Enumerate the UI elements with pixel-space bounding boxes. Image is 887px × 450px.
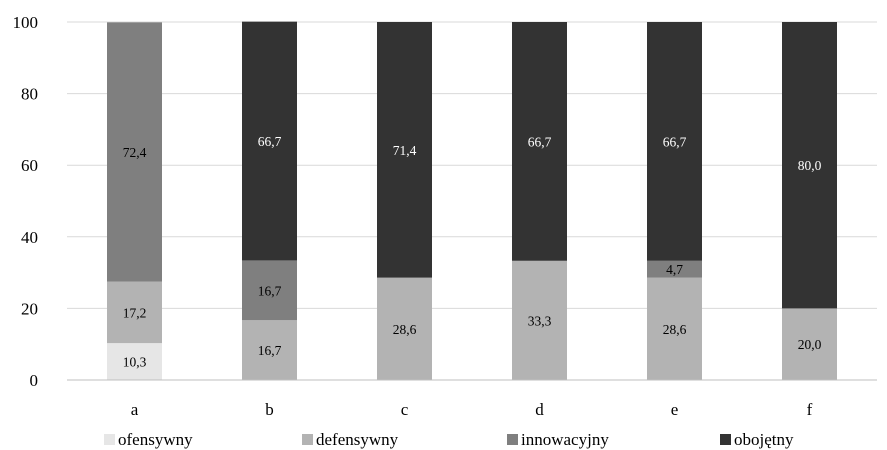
y-tick-label: 0 xyxy=(30,371,39,390)
data-label: 17,2 xyxy=(123,305,147,320)
bar-segment-defensywny xyxy=(782,308,837,380)
x-tick-label: f xyxy=(807,400,813,419)
bar-segment-innowacyjny xyxy=(242,260,297,321)
legend-swatch xyxy=(720,434,731,445)
bars: 10,3 17,2 72,4 16,7 16,7 66,7 28,6 71,4 33,3 66,7… xyxy=(107,21,837,380)
data-label: 66,7 xyxy=(663,134,687,149)
y-tick-label: 100 xyxy=(13,13,39,32)
legend-label: innowacyjny xyxy=(521,430,609,449)
legend-swatch xyxy=(507,434,518,445)
data-label: 33,3 xyxy=(528,313,552,328)
y-tick-label: 20 xyxy=(21,299,38,318)
bar-segment-obojętny xyxy=(242,21,297,261)
data-label: 66,7 xyxy=(258,134,282,149)
data-label: 71,4 xyxy=(393,143,417,158)
legend: ofensywny defensywny innowacyjny obojętny xyxy=(104,430,794,449)
bar-segment-ofensywny xyxy=(107,343,162,380)
bar-segment-obojętny xyxy=(512,22,567,261)
bar-segment-obojętny xyxy=(377,22,432,278)
data-label: 16,7 xyxy=(258,283,282,298)
y-tick-label: 80 xyxy=(21,85,38,104)
bar-segment-obojętny xyxy=(782,22,837,309)
legend-swatch xyxy=(302,434,313,445)
data-label: 20,0 xyxy=(798,337,822,352)
bar-segment-defensywny xyxy=(107,281,162,344)
data-label: 72,4 xyxy=(123,145,147,160)
data-label: 16,7 xyxy=(258,343,282,358)
gridlines xyxy=(67,21,877,381)
bar-segment-defensywny xyxy=(647,277,702,380)
legend-label: obojętny xyxy=(734,430,794,449)
bar-segment-defensywny xyxy=(512,260,567,380)
data-label: 10,3 xyxy=(123,355,147,370)
bar-segment-innowacyjny xyxy=(647,260,702,278)
x-tick-label: b xyxy=(265,400,274,419)
x-tick-label: a xyxy=(131,400,139,419)
x-axis: a b c d e f xyxy=(67,379,877,419)
x-tick-label: c xyxy=(401,400,409,419)
data-label: 4,7 xyxy=(666,262,683,277)
bar-segment-obojętny xyxy=(647,22,702,261)
y-axis: 0 20 40 60 80 100 xyxy=(13,13,39,390)
bar-segment-innowacyjny xyxy=(107,22,162,282)
y-tick-label: 60 xyxy=(21,156,38,175)
bar-segment-defensywny xyxy=(377,277,432,380)
x-tick-label: e xyxy=(671,400,679,419)
bar-segment-defensywny xyxy=(242,320,297,380)
data-label: 66,7 xyxy=(528,134,552,149)
legend-label: ofensywny xyxy=(118,430,193,449)
data-label: 80,0 xyxy=(798,158,822,173)
x-tick-label: d xyxy=(535,400,544,419)
data-label: 28,6 xyxy=(663,322,687,337)
legend-swatch xyxy=(104,434,115,445)
y-tick-label: 40 xyxy=(21,228,38,247)
data-label: 28,6 xyxy=(393,322,417,337)
legend-label: defensywny xyxy=(316,430,399,449)
